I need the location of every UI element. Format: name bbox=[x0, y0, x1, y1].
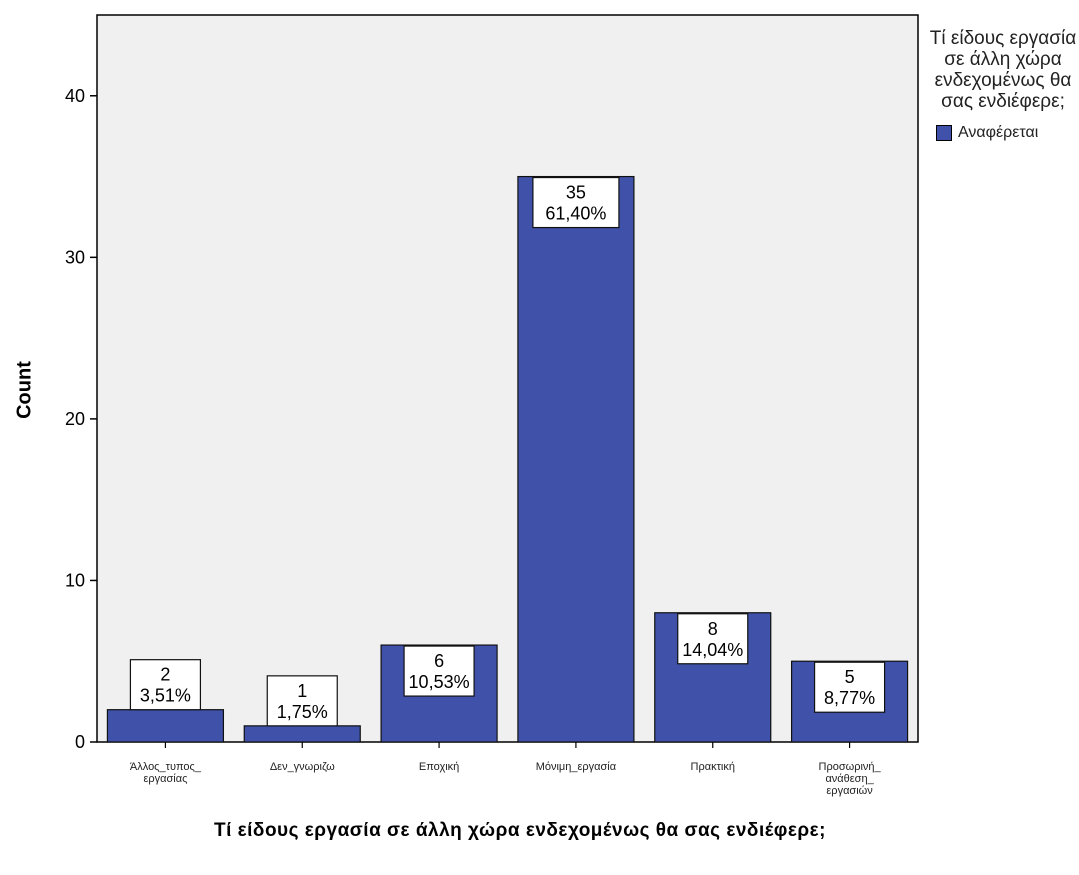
data-label-box bbox=[813, 661, 886, 713]
data-label-percent: 14,04% bbox=[682, 640, 743, 660]
data-label-count: 6 bbox=[434, 651, 444, 671]
data-label-percent: 1,75% bbox=[277, 702, 328, 722]
x-tick-label: Δεν_γνωριζω bbox=[270, 761, 335, 773]
data-label-box bbox=[677, 613, 749, 665]
bar bbox=[517, 175, 635, 743]
x-tick-label: Μόνιμη_εργασία bbox=[536, 761, 617, 773]
y-tick-label: 40 bbox=[65, 86, 85, 106]
data-label-box bbox=[266, 675, 338, 727]
plot-area bbox=[96, 14, 919, 743]
y-tick-label: 20 bbox=[65, 409, 85, 429]
bar bbox=[106, 709, 225, 743]
y-axis-label: Count bbox=[13, 361, 36, 419]
data-label-box bbox=[532, 176, 620, 229]
data-label-percent: 61,40% bbox=[545, 204, 606, 224]
legend-item: Αναφέρεται bbox=[936, 124, 1078, 142]
data-label-box bbox=[403, 645, 475, 697]
data-label-percent: 10,53% bbox=[409, 672, 470, 692]
data-label-percent: 3,51% bbox=[140, 686, 191, 706]
x-tick-label: Πρακτική bbox=[691, 761, 735, 773]
x-tick-label: Προσωρινή_ ανάθεση_ εργασιών bbox=[819, 761, 882, 797]
bar bbox=[243, 725, 361, 743]
legend-label: Αναφέρεται bbox=[958, 124, 1039, 141]
data-label-percent: 8,77% bbox=[824, 688, 875, 708]
data-label-box bbox=[129, 659, 202, 711]
y-tick-label: 10 bbox=[65, 570, 85, 590]
data-label-count: 8 bbox=[708, 619, 718, 639]
data-label-count: 1 bbox=[297, 681, 307, 701]
data-label-count: 5 bbox=[845, 667, 855, 687]
x-tick-label: Άλλος_τυπος_ εργασίας bbox=[130, 761, 202, 785]
x-axis-label: Τί είδους εργασία σε άλλη χώρα ενδεχομέν… bbox=[213, 820, 827, 841]
data-label-count: 35 bbox=[566, 183, 586, 203]
legend: Τί είδους εργασία σε άλλη χώρα ενδεχομέν… bbox=[928, 28, 1078, 142]
y-tick-label: 30 bbox=[65, 247, 85, 267]
data-label-count: 2 bbox=[160, 665, 170, 685]
legend-swatch bbox=[936, 125, 952, 141]
legend-title: Τί είδους εργασία σε άλλη χώρα ενδεχομέν… bbox=[929, 28, 1077, 112]
y-tick-label: 0 bbox=[75, 732, 85, 752]
x-tick-label: Εποχική bbox=[419, 761, 459, 773]
